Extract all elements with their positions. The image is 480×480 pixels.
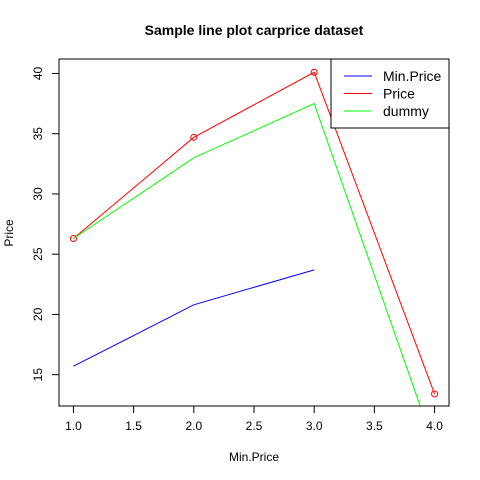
legend-label: Min.Price <box>383 68 442 84</box>
x-tick-label: 2.5 <box>246 419 263 433</box>
x-tick-label: 4.0 <box>426 419 443 433</box>
x-tick-label: 1.0 <box>65 419 82 433</box>
x-tick-label: 1.5 <box>125 419 142 433</box>
series-point-price <box>69 235 77 243</box>
x-axis-label: Min.Price <box>229 450 279 464</box>
y-tick-label: 30 <box>31 187 45 201</box>
y-tick-label: 20 <box>31 307 45 321</box>
series-layer <box>69 68 439 406</box>
x-tick-label: 2.0 <box>185 419 202 433</box>
y-tick-label: 40 <box>31 66 45 80</box>
series-point-price <box>310 68 318 76</box>
plot-frame <box>58 58 450 407</box>
series-point-price <box>190 133 198 141</box>
chart-title: Sample line plot carprice dataset <box>145 22 364 38</box>
x-tick-label: 3.5 <box>366 419 383 433</box>
legend-label: dummy <box>383 103 429 119</box>
series-line-price <box>73 71 436 395</box>
y-tick-label: 25 <box>31 247 45 261</box>
x-tick-label: 3.0 <box>306 419 323 433</box>
series-point-price <box>431 390 439 398</box>
y-tick-label: 15 <box>31 368 45 382</box>
series-line-dummy <box>73 102 421 406</box>
y-tick-label: 35 <box>31 127 45 141</box>
y-axis-label: Price <box>2 219 16 247</box>
series-line-min-price <box>73 269 315 367</box>
legend-label: Price <box>383 86 415 102</box>
